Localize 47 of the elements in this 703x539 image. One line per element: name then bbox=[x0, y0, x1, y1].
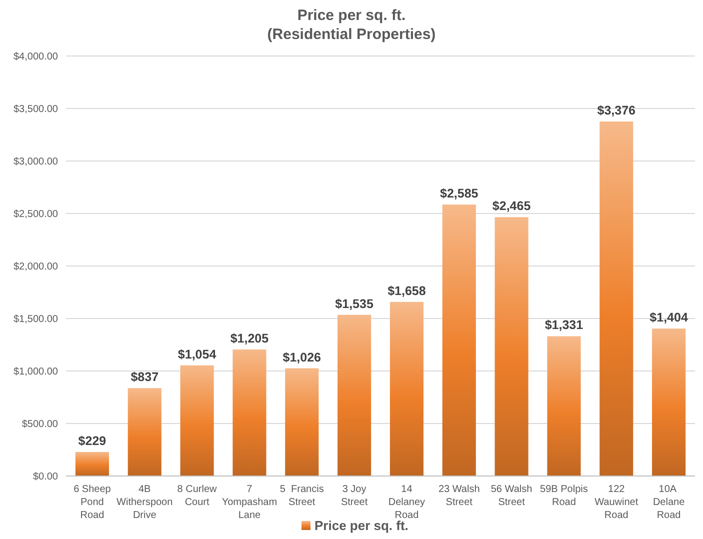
data-label: $1,331 bbox=[544, 318, 584, 332]
y-tick-label: $2,500.00 bbox=[14, 209, 58, 220]
data-label: $2,465 bbox=[492, 199, 531, 214]
x-tick-label: 6 Sheep Pond Road bbox=[74, 484, 112, 521]
y-tick-label: $2,000.00 bbox=[14, 262, 58, 272]
x-tick-label: 59B Polpis Road bbox=[540, 484, 588, 508]
x-tick-label: 23 Walsh Street bbox=[438, 484, 480, 508]
data-label: $229 bbox=[78, 434, 106, 448]
bar bbox=[232, 349, 266, 476]
y-tick-label: $500.00 bbox=[22, 419, 58, 430]
bar bbox=[547, 336, 581, 476]
x-tick-label: 4B Witherspoon Drive bbox=[116, 484, 173, 521]
data-label: $837 bbox=[130, 370, 159, 384]
bar bbox=[75, 452, 109, 476]
x-tick-label: 14 Delaney Road bbox=[388, 484, 426, 521]
data-label: $1,658 bbox=[388, 284, 426, 298]
x-tick-label: 7 Yompasham Lane bbox=[222, 484, 278, 521]
bar bbox=[128, 388, 162, 476]
y-tick-label: $1,000.00 bbox=[14, 366, 58, 378]
bar bbox=[390, 302, 424, 476]
legend-label: Price per sq. ft. bbox=[314, 518, 408, 533]
bar bbox=[285, 368, 319, 476]
data-label: $3,376 bbox=[597, 104, 636, 118]
data-label: $1,535 bbox=[335, 296, 374, 311]
y-tick-label: $4,000.00 bbox=[14, 52, 58, 62]
x-tick-label: 10A Delane Road bbox=[652, 484, 686, 521]
bar bbox=[338, 314, 372, 476]
y-tick-label: $1,500.00 bbox=[14, 314, 58, 325]
data-label: $2,585 bbox=[440, 186, 478, 201]
x-tick-label: 3 Joy Street bbox=[340, 484, 368, 508]
y-tick-label: $3,000.00 bbox=[14, 156, 58, 168]
x-tick-label: 5 Francis Street bbox=[280, 484, 324, 508]
y-tick-label: $3,500.00 bbox=[14, 104, 58, 115]
chart-title: Price per sq. ft. (Residential Properties) bbox=[267, 7, 436, 43]
x-tick-label: 8 Curlew Court bbox=[177, 484, 218, 508]
data-label: $1,205 bbox=[230, 331, 269, 346]
bar bbox=[442, 204, 476, 476]
y-tick-label: $0.00 bbox=[32, 472, 58, 482]
data-label: $1,026 bbox=[282, 350, 322, 364]
data-label: $1,404 bbox=[650, 310, 688, 325]
data-label: $1,054 bbox=[178, 347, 216, 362]
bar bbox=[180, 365, 214, 476]
x-tick-label: 56 Walsh Street bbox=[490, 484, 532, 508]
bar bbox=[600, 122, 634, 476]
x-tick-label: 122 Wauwinet Road bbox=[594, 484, 638, 521]
bar bbox=[494, 217, 528, 476]
bar bbox=[652, 328, 686, 476]
